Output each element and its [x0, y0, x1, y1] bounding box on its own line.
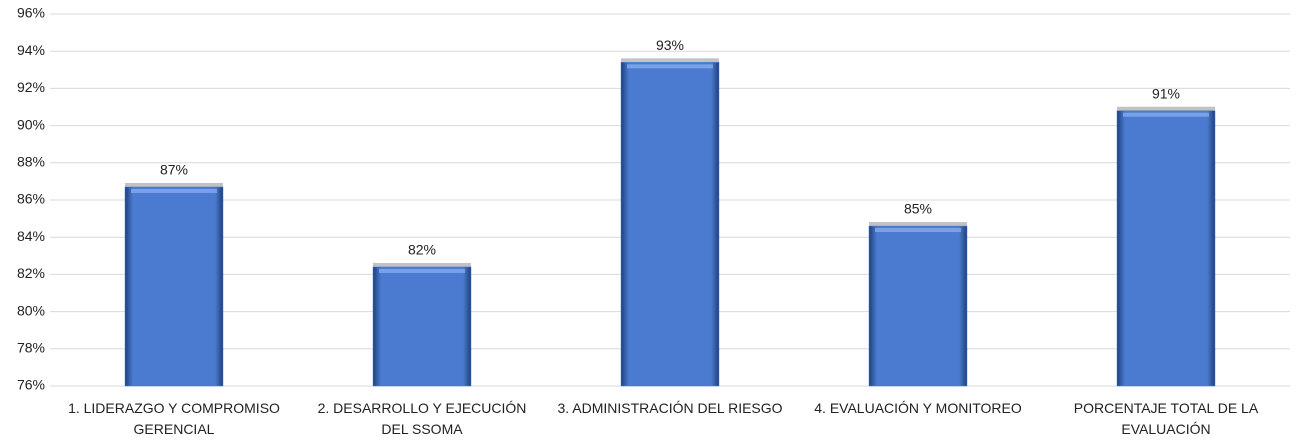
bar-highlight [131, 188, 217, 193]
bar [124, 186, 224, 387]
x-tick-label: 2. DESARROLLO Y EJECUCIÓN DEL SSOMA [317, 400, 527, 437]
y-tick-label: 76% [17, 377, 45, 393]
bar [372, 266, 472, 387]
x-tick-label: 4. EVALUACIÓN Y MONITOREO [814, 400, 1022, 416]
value-label: 87% [160, 162, 188, 178]
bar [868, 225, 968, 387]
value-label: 82% [408, 242, 436, 258]
bar [1116, 110, 1216, 387]
bar-shadow [621, 58, 719, 64]
y-tick-label: 80% [17, 302, 45, 318]
bar-highlight [1123, 112, 1209, 117]
value-label: 93% [656, 37, 684, 53]
y-tick-label: 92% [17, 79, 45, 95]
bar-highlight [627, 64, 713, 69]
y-tick-label: 94% [17, 42, 45, 58]
bar-shadow [125, 182, 223, 188]
x-tick-label: 1. LIDERAZGO Y COMPROMISO GERENCIAL [68, 400, 280, 437]
value-label: 85% [904, 201, 932, 217]
x-tick-label: PORCENTAJE TOTAL DE LA EVALUACIÓN [1073, 400, 1259, 437]
y-tick-label: 96% [17, 5, 45, 21]
y-tick-label: 78% [17, 340, 45, 356]
y-tick-label: 90% [17, 116, 45, 132]
value-label: 91% [1152, 85, 1180, 101]
y-tick-label: 86% [17, 191, 45, 207]
y-tick-label: 84% [17, 228, 45, 244]
bar [620, 62, 720, 387]
bar-highlight [379, 268, 465, 273]
bar-shadow [373, 262, 471, 268]
x-tick-label: 3. ADMINISTRACIÓN DEL RIESGO [557, 400, 783, 416]
bar-highlight [875, 228, 961, 233]
bar-shadow [1117, 106, 1215, 112]
bar-shadow [869, 222, 967, 228]
y-tick-label: 88% [17, 154, 45, 170]
y-tick-label: 82% [17, 265, 45, 281]
